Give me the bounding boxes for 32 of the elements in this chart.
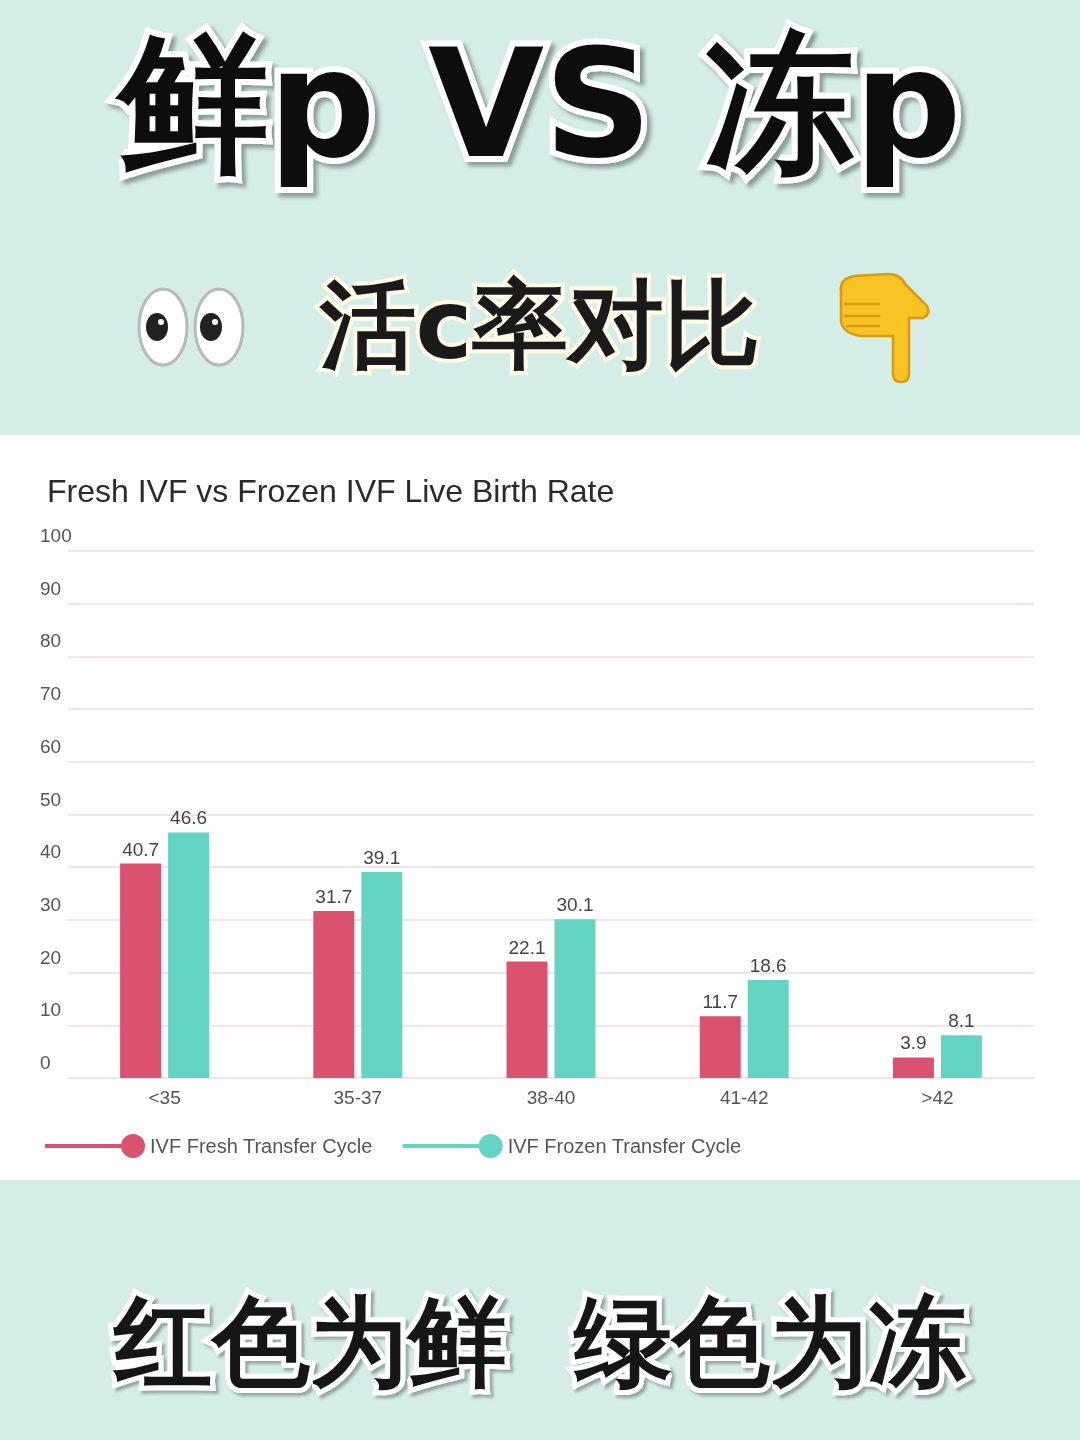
legend-label: IVF Fresh Transfer Cycle — [150, 1135, 373, 1157]
y-tick-label: 70 — [40, 683, 62, 705]
x-tick-label: >42 — [921, 1087, 954, 1108]
y-tick-label: 50 — [40, 788, 62, 810]
y-tick-label: 20 — [40, 946, 62, 968]
chart-title: 鲜p VS 冻p — [114, 17, 962, 191]
y-tick-label: 10 — [40, 999, 62, 1021]
data-label: 11.7 — [702, 991, 738, 1013]
data-label: 31.7 — [315, 885, 353, 907]
data-label: 3.9 — [900, 1032, 927, 1054]
y-tick-label: 90 — [40, 577, 62, 599]
x-tick-label: <35 — [148, 1087, 181, 1108]
y-tick-label: 40 — [40, 841, 62, 863]
y-tick-label: 30 — [40, 893, 62, 915]
data-label: 18.6 — [749, 954, 787, 976]
data-label: 30.1 — [556, 894, 594, 916]
text: 红色为鲜 绿色为冻 — [111, 1285, 967, 1399]
y-tick-label: 60 — [40, 735, 62, 757]
y-tick-label: 80 — [40, 630, 62, 652]
y-tick-label: 100 — [40, 525, 72, 546]
data-label: 39.1 — [363, 846, 401, 868]
y-tick-label: 0 — [40, 1052, 51, 1073]
data-label: 46.6 — [170, 807, 208, 829]
legend-label: IVF Frozen Transfer Cycle — [507, 1135, 742, 1157]
text: Fresh IVF vs Frozen IVF Live Birth Rate — [47, 473, 615, 509]
chart-subtitle: 活c率对比 — [318, 269, 761, 381]
data-label: 8.1 — [948, 1010, 975, 1032]
data-label: 22.1 — [508, 936, 546, 958]
x-tick-label: 41-42 — [719, 1087, 769, 1108]
x-tick-label: 38-40 — [526, 1087, 576, 1108]
data-label: 40.7 — [122, 838, 160, 860]
x-tick-label: 35-37 — [333, 1087, 383, 1108]
